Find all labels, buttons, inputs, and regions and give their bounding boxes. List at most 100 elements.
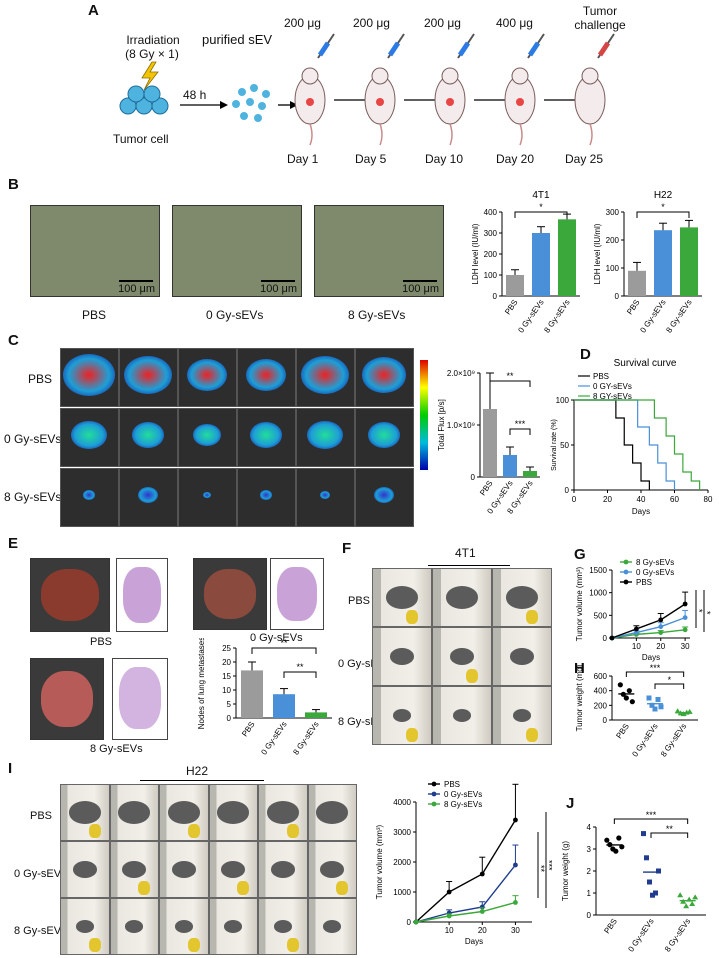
significance-label: * [539,202,543,212]
significance-bracket [509,428,531,435]
signal-blob [132,422,164,448]
label-0gy-b: 0 Gy-sEVs [206,308,264,322]
data-point [413,919,419,925]
title-line-4t1 [428,565,510,566]
tick-label: 100 [556,396,570,405]
title-h22: H22 [186,764,209,778]
tick-label: 20 [603,495,612,504]
legend-entry: 8 Gy-sEVs [444,800,482,809]
tumor-region [174,920,193,933]
tick-label: 20 [656,642,665,651]
tick-label: 0 [615,292,620,301]
series-line [415,901,516,923]
y-axis-label: Survival rate (%) [551,419,558,471]
bar [532,233,550,296]
bli-image [119,408,178,467]
tick-label: 50 [560,441,569,450]
row-label-8gy-i: 8 Gy-sEVs [14,925,67,937]
micrograph-8gy: 100 μm [314,205,444,297]
data-point [652,706,658,712]
tumor-region [320,861,345,878]
tick-label: 200 [594,701,608,710]
fur-stain [187,824,200,838]
fur-stain [526,728,538,742]
tumor-region [513,709,531,722]
tick-label: 20 [222,658,231,667]
series-line [415,819,517,923]
label-pbs-e: PBS [90,636,113,648]
day-10: Day 10 [425,152,464,166]
mouse-photo [432,627,492,686]
mouse-photo [109,784,159,841]
data-point [644,855,649,861]
tick-label: 0 [565,486,570,495]
tick-label: 30 [681,642,690,651]
dose-2: 200 μg [353,16,390,30]
fur-stain [406,728,418,742]
lung-shape [41,569,99,621]
mouse-photo [60,784,110,841]
scale-bar [119,280,153,282]
category-label: 8 Gy-sEVs [663,917,692,953]
significance-label: *** [650,664,661,673]
tumor-region [125,920,144,933]
panel-label-j: J [566,795,575,812]
survival-line [574,399,701,490]
tumor-region [221,861,246,878]
y-axis-label: Nodes of lung metastases [197,638,206,729]
day-1: Day 1 [287,152,319,166]
panel-label-c: C [8,332,19,349]
legend-entry: 8 GY-sEVs [593,392,632,401]
bli-image [178,348,237,407]
data-point [649,702,655,708]
fur-stain [138,881,151,895]
tick-label: 300 [606,208,620,217]
time-label: 48 h [183,88,207,102]
mouse-photo [492,686,552,745]
significance-bracket [613,818,689,824]
survival-line [574,399,676,490]
irradiation-label: Irradiation [126,33,180,47]
label-0gy-e: 0 Gy-sEVs [250,632,303,644]
lung-section-8gy [112,658,168,740]
signal-blob [203,491,211,499]
bli-image [296,408,355,467]
tick-label: 300 [484,229,498,238]
panel-label-h: H [574,660,585,677]
micrograph-0gy: 100 μm [172,205,302,297]
fur-stain [88,824,101,838]
tumor-region [75,920,94,933]
bli-image [60,348,119,407]
survival-line [574,399,650,490]
scale-bar [261,280,295,282]
tumor-region [453,709,471,722]
lung-section-pbs [116,558,168,632]
mouse-photo [492,568,552,627]
tick-label: 3 [587,845,592,854]
panel-label-f: F [342,540,352,557]
series-line [415,864,516,923]
tick-label: 0 [471,473,476,482]
data-point [655,696,661,702]
panel-label-i: I [8,760,13,777]
panel-label-g: G [574,546,586,563]
tick-label: 0 [603,634,608,643]
signal-blob [63,354,115,396]
lung-photo-0gy [193,558,267,630]
mouse-photo [258,784,308,841]
data-point [616,835,622,841]
tick-label: 200 [606,236,620,245]
tick-label: 100 [484,271,498,280]
category-label: PBS [478,479,495,497]
data-point [647,879,652,885]
tumor-region [217,801,250,824]
mouse-photo [307,898,357,955]
mouse-photo [372,627,432,686]
lung-shape [204,569,256,619]
purified-sev-label: purified sEV [202,32,273,47]
data-point [658,617,664,623]
data-point [613,848,619,854]
category-label: PBS [240,720,257,738]
lung-shape [41,671,93,727]
